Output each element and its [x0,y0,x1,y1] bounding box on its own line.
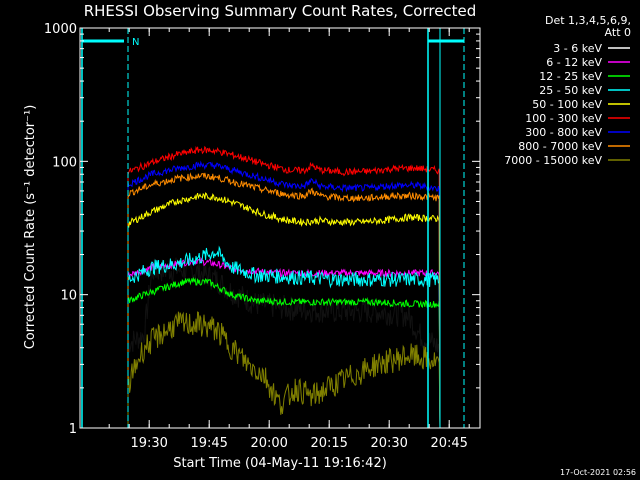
legend-label: 25 - 50 keV [539,84,602,97]
series-line-7 [127,172,441,429]
x-axis-label: Start Time (04-May-11 19:16:42) [173,456,387,471]
legend-label: 100 - 300 keV [525,112,602,125]
series-line-2 [127,276,441,429]
series-line-4 [127,192,441,429]
legend-label: 6 - 12 keV [546,56,602,69]
legend-label: 50 - 100 keV [532,98,602,111]
x-tick-label: 19:30 [130,436,167,451]
legend-header-line: Det 1,3,4,5,6,9, [545,14,631,27]
y-tick-label: 100 [52,155,77,170]
y-tick-label: 1 [69,422,77,437]
legend-label: 7000 - 15000 keV [504,154,602,167]
series-line-5 [127,145,441,429]
y-tick-label: 10 [60,289,77,304]
night-marker: N [132,37,139,48]
x-tick-label: 20:15 [310,436,347,451]
series-line-8 [127,311,441,429]
y-tick-label: 1000 [44,22,77,37]
series-line-6 [127,160,441,429]
legend-label: 3 - 6 keV [553,42,602,55]
legend-label: 800 - 7000 keV [518,140,602,153]
legend-label: 12 - 25 keV [539,70,602,83]
chart-title: RHESSI Observing Summary Count Rates, Co… [84,2,477,20]
series-line-3 [127,245,441,429]
y-axis-label: Corrected Count Rate (s⁻¹ detector⁻¹) [23,105,38,350]
x-tick-label: 20:30 [370,436,407,451]
plot-frame [79,27,481,429]
timestamp: 17-Oct-2021 02:56 [560,468,636,477]
x-tick-label: 19:45 [190,436,227,451]
x-tick-label: 20:45 [430,436,467,451]
legend-header: Det 1,3,4,5,6,9,Att 0 [545,14,631,39]
attenuator-markers: N [81,28,465,428]
axes: 1 10 100 1000 19:30 19:45 20:00 20:15 20:30 20:45 [44,22,481,451]
series-layer [127,145,441,429]
x-tick-label: 20:00 [250,436,287,451]
legend-header-line: Att 0 [605,26,631,39]
legend-label: 300 - 800 keV [525,126,602,139]
